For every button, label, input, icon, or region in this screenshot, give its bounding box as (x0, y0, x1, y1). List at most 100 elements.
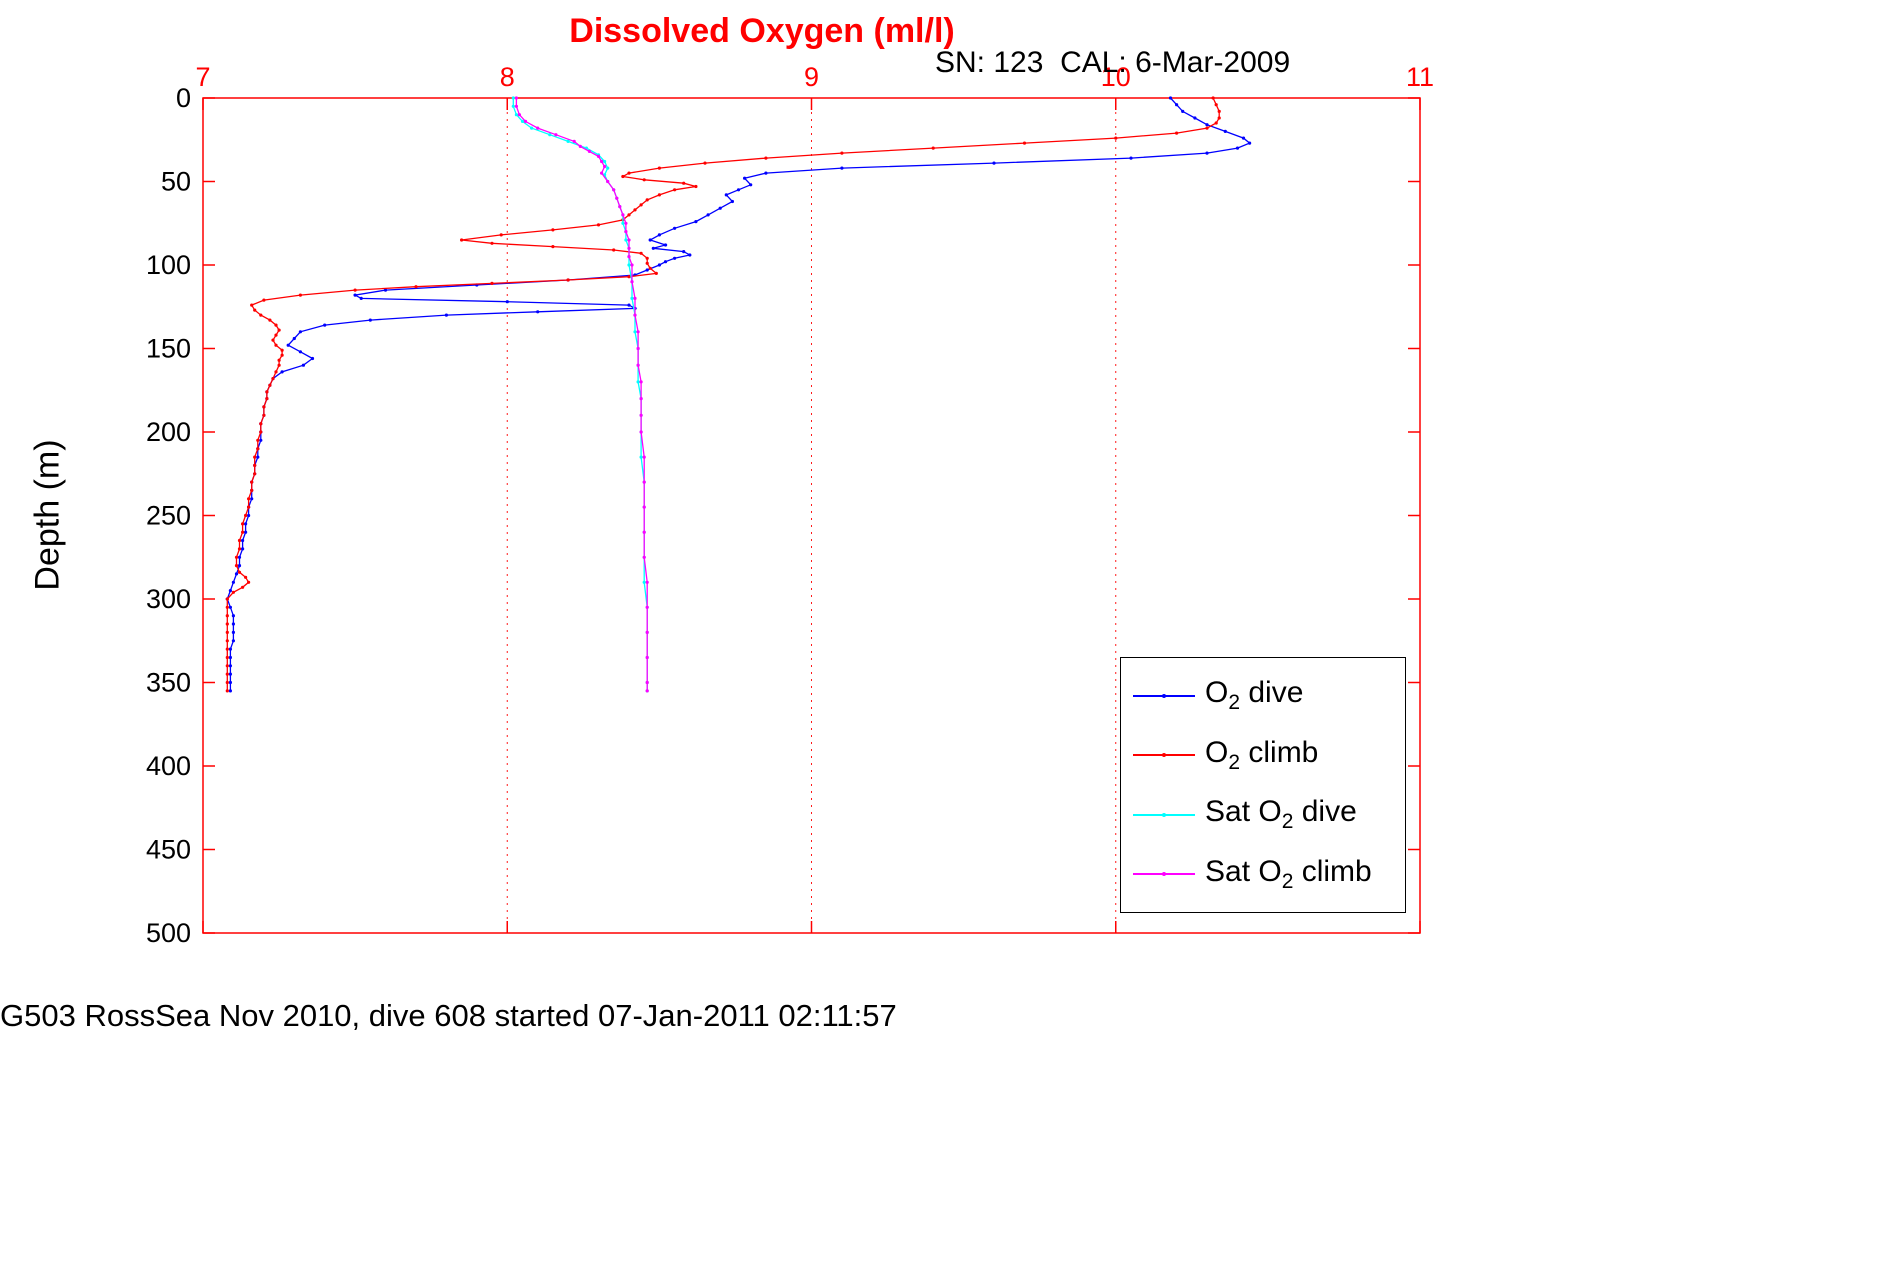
series-marker (1193, 116, 1197, 120)
series-marker (633, 208, 637, 212)
series-marker (673, 226, 677, 230)
series-marker (639, 251, 643, 255)
series-marker (237, 570, 242, 574)
legend-label: O2 dive (1205, 676, 1304, 715)
series-marker (566, 278, 570, 282)
series-marker (228, 664, 232, 668)
series-marker (244, 530, 248, 534)
series-marker (298, 330, 302, 334)
series-marker (645, 261, 649, 265)
series-marker (730, 199, 735, 204)
series-marker (624, 221, 628, 225)
series-marker (633, 313, 637, 317)
series-marker (253, 472, 257, 476)
series-marker (639, 413, 643, 417)
series-marker (231, 580, 235, 584)
series-marker (578, 144, 582, 148)
series-marker (277, 328, 281, 332)
series-marker (764, 156, 768, 160)
series-marker (627, 246, 631, 250)
series-marker (1205, 151, 1209, 155)
series-marker (1168, 96, 1173, 100)
legend-label: Sat O2 dive (1205, 795, 1357, 834)
y-tick-label: 350 (146, 668, 191, 698)
series-marker (241, 522, 245, 526)
series-marker (551, 245, 555, 249)
series-marker (265, 397, 269, 401)
series-marker (262, 413, 266, 417)
series-marker (551, 228, 555, 232)
y-tick-label: 250 (146, 501, 191, 531)
legend-line-sample (1133, 681, 1195, 711)
legend-entry: O2 dive (1121, 668, 1405, 724)
series-marker (530, 126, 534, 130)
y-tick-label: 0 (176, 83, 191, 113)
series-marker (298, 293, 302, 297)
series-marker (244, 513, 248, 518)
series-marker (651, 246, 655, 250)
series-marker (636, 330, 640, 334)
series-marker (225, 614, 229, 618)
series-marker (250, 480, 254, 484)
series-marker (636, 363, 640, 367)
series-marker (523, 119, 528, 123)
series-marker (931, 146, 935, 150)
series-marker (237, 547, 242, 551)
series-marker (633, 330, 637, 334)
series-marker (572, 139, 576, 143)
series-marker (277, 363, 281, 367)
series-marker (268, 383, 272, 387)
series-marker (256, 438, 260, 442)
legend: O2 dive O2 climb Sat O2 dive Sat O2 climb (1120, 657, 1406, 913)
series-marker (642, 530, 646, 534)
x-tick-label: 10 (1101, 62, 1131, 92)
series-marker (292, 336, 296, 341)
series-marker (225, 689, 229, 693)
series-marker (624, 238, 628, 242)
x-tick-label: 8 (500, 62, 515, 92)
series-marker (840, 166, 844, 170)
series-marker (749, 183, 753, 187)
legend-line-sample (1133, 859, 1195, 889)
x-tick-label: 7 (195, 62, 210, 92)
series-marker (642, 580, 646, 584)
series-marker (225, 647, 229, 651)
series-marker (1205, 126, 1209, 130)
series-marker (1181, 109, 1185, 113)
series-marker (645, 256, 649, 260)
series-marker (596, 223, 601, 227)
series-marker (1214, 121, 1218, 125)
series-marker (624, 230, 628, 234)
series-marker (259, 430, 263, 434)
series-marker (231, 630, 235, 635)
series-marker (1175, 103, 1179, 107)
series-marker (225, 630, 229, 635)
series-marker (244, 522, 248, 526)
series-marker (253, 463, 257, 467)
series-marker (645, 655, 649, 660)
series-marker (673, 256, 677, 260)
series-marker (231, 590, 235, 594)
series-marker (630, 263, 634, 267)
series-marker (1205, 123, 1209, 127)
series-marker (274, 333, 278, 337)
series-marker (630, 296, 634, 300)
series-marker (603, 164, 607, 169)
series-marker (694, 220, 698, 224)
series-marker (554, 133, 558, 137)
series-marker (636, 380, 640, 384)
series-marker (627, 213, 631, 217)
series-marker (247, 513, 251, 518)
figure-caption: G503 RossSea Nov 2010, dive 608 started … (0, 998, 897, 1033)
series-marker (642, 555, 646, 559)
series-marker (645, 689, 649, 693)
series-marker (648, 266, 652, 270)
series-marker (241, 585, 245, 589)
series-marker (247, 580, 251, 584)
series-marker (259, 438, 263, 442)
series-marker (286, 343, 290, 347)
series-marker (511, 104, 515, 108)
series-marker (1175, 131, 1179, 135)
